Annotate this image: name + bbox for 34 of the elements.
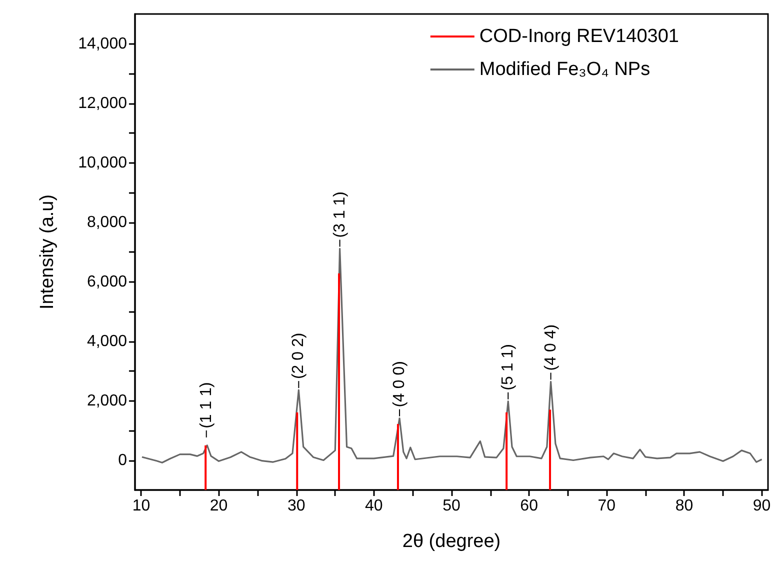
y-axis-title: Intensity (a.u) — [37, 194, 58, 310]
annotation: (3 1 1) — [331, 191, 348, 238]
y-tick-label: 2,000 — [86, 392, 128, 410]
bar — [204, 445, 207, 490]
legend-label: COD-Inorg REV140301 — [479, 26, 680, 47]
x-axis-title: 2θ (degree) — [402, 531, 501, 552]
x-tick-label: 20 — [210, 498, 228, 514]
annotation: (4 0 4) — [542, 324, 560, 371]
annotation: (5 1 1) — [500, 344, 517, 390]
bar — [549, 410, 552, 490]
x-tick-label: 50 — [442, 498, 460, 514]
y-tick-label: 4,000 — [86, 332, 128, 350]
x-tick-label: 60 — [520, 498, 538, 514]
annotation: (4 0 0) — [391, 361, 408, 408]
bar — [296, 412, 298, 490]
x-tick-label: 80 — [675, 498, 694, 514]
y-tick-label: 8,000 — [86, 214, 128, 231]
bar — [338, 273, 340, 490]
annotation: (2 0 2) — [290, 332, 308, 380]
y-tick-label: 12,000 — [78, 94, 128, 112]
legend-label: Modified Fe₃O₄ NPs — [479, 59, 650, 80]
y-tick-label: 6,000 — [86, 273, 128, 290]
x-tick-label: 40 — [365, 498, 383, 514]
y-tick-label: 0 — [118, 452, 128, 469]
x-tick-label: 70 — [598, 498, 616, 514]
y-tick-label: 14,000 — [78, 35, 128, 52]
x-tick-label: 90 — [752, 498, 771, 514]
bar — [506, 412, 508, 490]
y-tick-label: 10,000 — [78, 154, 128, 172]
annotation: (1 1 1) — [198, 382, 215, 428]
bar — [396, 424, 399, 490]
line-series — [141, 248, 763, 464]
x-tick-label: 30 — [287, 498, 306, 514]
x-tick-label: 10 — [132, 498, 150, 514]
